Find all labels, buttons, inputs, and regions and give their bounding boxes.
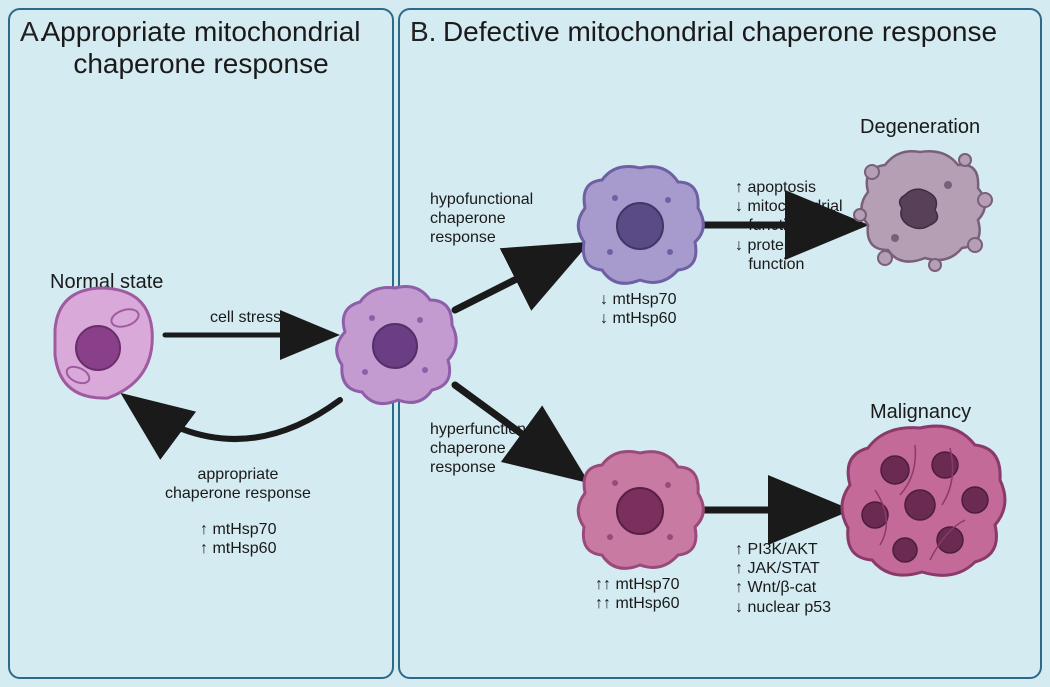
label-hyper-resp: hyperfunctional chaperone response — [430, 420, 539, 478]
label-cell-stress: cell stress — [210, 308, 281, 327]
label-appropriate-resp: appropriate chaperone response — [165, 465, 311, 503]
label-normal-state: Normal state — [50, 270, 163, 294]
label-hyper-markers: ↑↑ mtHsp70 ↑↑ mtHsp60 — [595, 575, 679, 613]
label-hypo-markers: ↓ mtHsp70 ↓ mtHsp60 — [600, 290, 676, 328]
label-appropriate-markers: ↑ mtHsp70 ↑ mtHsp60 — [200, 520, 276, 558]
panel-appropriate: A. Appropriate mitochondrial chaperone r… — [8, 8, 394, 679]
label-malignancy: Malignancy — [870, 400, 971, 424]
panel-defective: B. Defective mitochondrial chaperone res… — [398, 8, 1042, 679]
label-malig-markers: ↑ PI3K/AKT ↑ JAK/STAT ↑ Wnt/β-cat ↓ nucl… — [735, 540, 831, 617]
label-hypo-resp: hypofunctional chaperone response — [430, 190, 533, 248]
label-degen-markers: ↑ apoptosis ↓ mitochondrial function ↓ p… — [735, 178, 843, 274]
panel-a-title: Appropriate mitochondrial chaperone resp… — [10, 16, 392, 80]
label-degeneration: Degeneration — [860, 115, 980, 139]
panel-b-title: Defective mitochondrial chaperone respon… — [400, 16, 1040, 48]
